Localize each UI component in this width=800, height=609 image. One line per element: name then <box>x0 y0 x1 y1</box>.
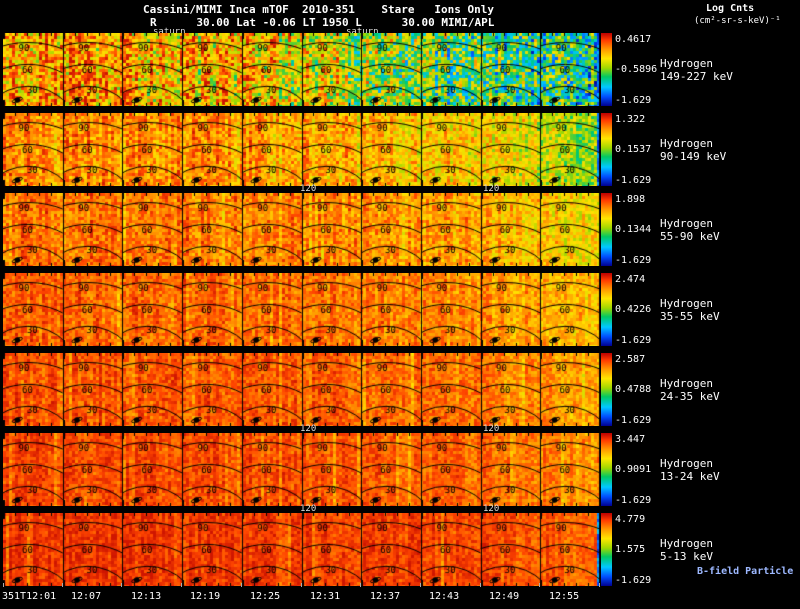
energy-band-label-row-2: Hydrogen 90-149 keV <box>660 137 726 163</box>
scale-max-row-4: 2.474 <box>615 274 646 285</box>
scale-mid-row-5: 0.4788 <box>615 384 652 395</box>
time-axis-tick <box>539 583 540 587</box>
scale-min-row-7: -1.629 <box>615 575 652 586</box>
heatmap-row-3 <box>3 193 600 266</box>
time-axis-tick <box>360 583 361 587</box>
heatmap-row-2 <box>3 113 600 186</box>
species-label: Hydrogen <box>660 376 713 390</box>
scale-max-row-6: 3.447 <box>615 434 646 445</box>
time-tick-label-7: 12:43 <box>429 591 460 602</box>
scale-max-row-1: 0.4617 <box>615 34 652 45</box>
species-label: Hydrogen <box>660 536 713 550</box>
energy-band-label-row-1: Hydrogen 149-227 keV <box>660 57 733 83</box>
scale-min-row-6: -1.629 <box>615 495 652 506</box>
energy-range-label: 35-55 keV <box>660 309 720 323</box>
colorbar-row-2 <box>601 113 612 186</box>
species-label: Hydrogen <box>660 136 713 150</box>
grid-120-label-5: 120 <box>483 504 500 514</box>
scale-mid-row-3: 0.1344 <box>615 224 652 235</box>
species-label: Hydrogen <box>660 56 713 70</box>
time-tick-label-4: 12:25 <box>250 591 281 602</box>
time-tick-label-2: 12:13 <box>131 591 162 602</box>
energy-band-label-row-4: Hydrogen 35-55 keV <box>660 297 720 323</box>
time-axis-tick <box>599 583 600 587</box>
colorbar-row-6 <box>601 433 612 506</box>
plot-title: Cassini/MIMI Inca mTOF 2010-351 Stare Io… <box>143 3 494 16</box>
time-axis-tick <box>121 583 122 587</box>
colorbar-units: (cm²-sr-s-keV)⁻¹ <box>694 16 781 26</box>
colorbar-row-1 <box>601 33 612 106</box>
time-tick-label-5: 12:31 <box>310 591 341 602</box>
time-axis-tick <box>62 583 63 587</box>
plot-subtitle: R 30.00 Lat -0.06 LT 1950 L 30.00 MIMI/A… <box>150 16 495 29</box>
grid-120-label-2: 120 <box>300 424 317 434</box>
time-axis-tick <box>241 583 242 587</box>
time-axis-tick <box>3 583 4 587</box>
scale-max-row-3: 1.898 <box>615 194 646 205</box>
saturn-annotation-right: saturn <box>346 27 379 37</box>
heatmap-row-5 <box>3 353 600 426</box>
scale-mid-row-1: -0.5896 <box>615 64 658 75</box>
heatmap-row-4 <box>3 273 600 346</box>
time-axis-tick <box>420 583 421 587</box>
saturn-annotation-left: saturn <box>153 27 186 37</box>
time-tick-label-6: 12:37 <box>370 591 401 602</box>
grid-120-label-3: 120 <box>483 424 500 434</box>
bfield-particle-flow-label: B-field Particle Flow <box>697 566 800 577</box>
energy-range-label: 5-13 keV <box>660 549 713 563</box>
time-axis-tick <box>480 583 481 587</box>
grid-120-label-4: 120 <box>300 504 317 514</box>
time-tick-label-0: 351T12:01 <box>2 591 57 602</box>
time-axis-tick <box>301 583 302 587</box>
energy-range-label: 90-149 keV <box>660 149 727 163</box>
species-label: Hydrogen <box>660 216 713 230</box>
scale-min-row-2: -1.629 <box>615 175 652 186</box>
heatmap-row-1 <box>3 33 600 106</box>
scale-max-row-2: 1.322 <box>615 114 646 125</box>
colorbar-row-5 <box>601 353 612 426</box>
time-axis-tick <box>181 583 182 587</box>
colorbar-title: Log Cnts <box>706 3 755 14</box>
scale-mid-row-6: 0.9091 <box>615 464 652 475</box>
time-tick-label-1: 12:07 <box>71 591 102 602</box>
energy-range-label: 149-227 keV <box>660 69 733 83</box>
species-label: Hydrogen <box>660 296 713 310</box>
heatmap-row-7 <box>3 513 600 586</box>
energy-band-label-row-5: Hydrogen 24-35 keV <box>660 377 720 403</box>
heatmap-row-6 <box>3 433 600 506</box>
species-label: Hydrogen <box>660 456 713 470</box>
energy-band-label-row-7: Hydrogen 5-13 keV <box>660 537 713 563</box>
scale-min-row-1: -1.629 <box>615 95 652 106</box>
colorbar-row-3 <box>601 193 612 266</box>
scale-max-row-7: 4.779 <box>615 514 646 525</box>
scale-min-row-4: -1.629 <box>615 335 652 346</box>
grid-120-label-0: 120 <box>300 184 317 194</box>
energy-range-label: 24-35 keV <box>660 389 720 403</box>
energy-band-label-row-6: Hydrogen 13-24 keV <box>660 457 720 483</box>
colorbar-row-7 <box>601 513 612 586</box>
colorbar-row-4 <box>601 273 612 346</box>
energy-band-label-row-3: Hydrogen 55-90 keV <box>660 217 720 243</box>
time-tick-label-9: 12:55 <box>549 591 580 602</box>
scale-mid-row-4: 0.4226 <box>615 304 652 315</box>
energy-range-label: 55-90 keV <box>660 229 720 243</box>
energy-range-label: 13-24 keV <box>660 469 720 483</box>
time-tick-label-3: 12:19 <box>190 591 221 602</box>
scale-min-row-5: -1.629 <box>615 415 652 426</box>
scale-mid-row-7: 1.575 <box>615 544 646 555</box>
time-tick-label-8: 12:49 <box>489 591 520 602</box>
grid-120-label-1: 120 <box>483 184 500 194</box>
scale-min-row-3: -1.629 <box>615 255 652 266</box>
scale-mid-row-2: 0.1537 <box>615 144 652 155</box>
scale-max-row-5: 2.587 <box>615 354 646 365</box>
